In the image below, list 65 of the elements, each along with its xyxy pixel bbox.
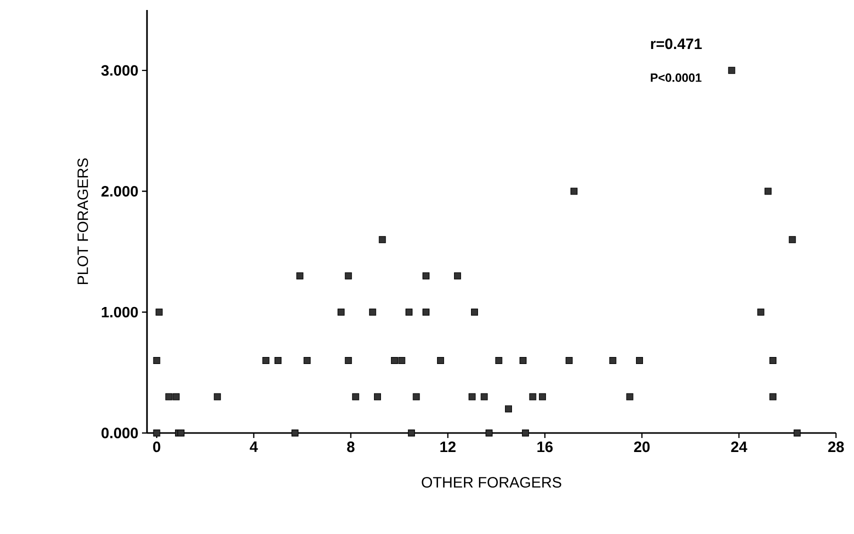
- point: [304, 356, 311, 364]
- x-tick-label: 20: [634, 442, 650, 452]
- point: [468, 393, 476, 400]
- point: [566, 356, 573, 364]
- point: [570, 188, 578, 195]
- point: [214, 393, 221, 400]
- point: [486, 429, 493, 436]
- point: [422, 272, 430, 280]
- point: [504, 405, 512, 412]
- point: [338, 308, 345, 316]
- point: [422, 308, 430, 316]
- point: [764, 188, 772, 195]
- point: [172, 393, 180, 400]
- x-tick-label: 24: [731, 442, 748, 452]
- y-tick-label: 2.000: [101, 186, 138, 197]
- point: [344, 272, 352, 280]
- point: [769, 393, 776, 400]
- point: [352, 393, 360, 400]
- point: [437, 356, 444, 364]
- point: [408, 429, 415, 436]
- x-tick-label: 0: [153, 442, 160, 452]
- point: [454, 272, 462, 280]
- point: [291, 429, 298, 436]
- y-tick-label: 3.000: [101, 65, 138, 76]
- point: [412, 393, 420, 400]
- point: [398, 356, 406, 364]
- point: [153, 356, 160, 364]
- point: [344, 356, 352, 364]
- point: [156, 308, 163, 316]
- point: [262, 356, 270, 364]
- annotation: P<0.0001: [650, 73, 702, 82]
- point: [636, 356, 643, 364]
- point: [529, 393, 536, 400]
- point: [728, 66, 736, 74]
- point: [378, 236, 386, 244]
- point: [626, 393, 634, 400]
- x-axis-title: OTHER FORAGERS: [422, 477, 562, 488]
- point: [369, 308, 376, 316]
- point: [495, 356, 502, 364]
- point: [374, 393, 381, 400]
- y-tick-label: 0.000: [102, 428, 138, 438]
- point: [538, 393, 546, 400]
- x-tick-label: 8: [347, 442, 354, 452]
- point: [274, 356, 282, 364]
- point: [794, 429, 801, 436]
- x-tick-label: 12: [440, 442, 456, 452]
- point: [406, 308, 413, 316]
- x-tick-label: 28: [828, 442, 844, 452]
- point: [480, 393, 488, 400]
- point: [520, 356, 527, 364]
- y-tick-label: 1.000: [102, 306, 138, 318]
- y-axis-title: PLOT FORAGERS: [77, 158, 88, 284]
- point: [522, 429, 529, 436]
- point: [153, 429, 160, 436]
- x-tick-label: 16: [537, 442, 553, 452]
- point: [769, 356, 776, 364]
- point: [390, 356, 398, 364]
- point: [471, 308, 478, 316]
- x-tick-label: 4: [250, 442, 258, 452]
- point: [609, 356, 616, 364]
- point: [296, 272, 304, 280]
- point: [788, 236, 796, 244]
- annotation: r=0.471: [651, 38, 702, 50]
- point: [165, 393, 172, 400]
- point: [757, 308, 764, 316]
